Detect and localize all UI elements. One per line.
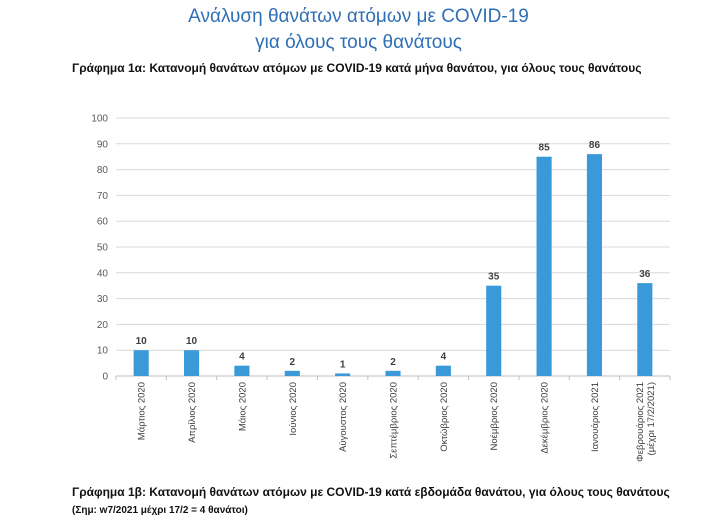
x-tick-label-line: Μάρτιος 2020 [137, 382, 148, 440]
page-title: Ανάλυση θανάτων ατόμων με COVID-19 για ό… [0, 4, 717, 56]
x-tick-label: Ιανουάριος 2021 [590, 382, 601, 452]
x-tick-label-line: Μάιος 2020 [237, 382, 248, 431]
y-tick-label: 10 [97, 346, 109, 357]
y-tick-label: 40 [97, 268, 109, 279]
x-tick-label: Σεπτέμβριος 2020 [389, 382, 400, 459]
data-label: 1 [340, 359, 346, 370]
x-tick-label: Δεκέμβριος 2020 [540, 382, 551, 454]
x-tick-label-line: Ιανουάριος 2021 [590, 382, 601, 452]
page-title-line-1: Ανάλυση θανάτων ατόμων με COVID-19 [188, 6, 529, 27]
data-label: 4 [441, 352, 447, 363]
y-tick-label: 50 [97, 243, 109, 254]
bar-chart: 0 10 20 30 40 50 60 70 80 90 100 10 Μάρτιος 2020 10 Απ… [91, 114, 671, 462]
x-tick-label: Ιούνιος 2020 [288, 382, 299, 436]
y-tick-label: 60 [97, 217, 109, 228]
y-tick-label: 90 [97, 139, 109, 150]
x-tick-label: Μάιος 2020 [237, 382, 248, 431]
data-label: 35 [488, 272, 500, 283]
x-tick-label-line: Σεπτέμβριος 2020 [389, 382, 400, 459]
data-label: 36 [639, 269, 651, 280]
x-tick-label: Απρίλιος 2020 [187, 382, 198, 443]
bar [385, 370, 401, 376]
data-label: 2 [289, 357, 295, 368]
x-tick-label-line: Φεβρουάριος 2021 [635, 382, 646, 462]
x-tick-label: Φεβρουάριος 2021(μέχρι 17/2/2021) [635, 382, 657, 462]
x-tick-label-line: Νοέμβριος 2020 [489, 382, 500, 450]
data-label: 4 [239, 352, 245, 363]
bar [234, 365, 250, 376]
bar [486, 285, 502, 376]
x-tick-label-line: Απρίλιος 2020 [187, 382, 198, 443]
data-label: 86 [589, 140, 601, 151]
y-tick-label: 0 [102, 372, 108, 383]
data-label: 10 [186, 336, 198, 347]
bar [637, 283, 653, 376]
x-tick-label: Οκτώβριος 2020 [439, 382, 450, 452]
page-title-line-2: για όλους τους θανάτους [255, 32, 462, 53]
x-tick-label: Μάρτιος 2020 [137, 382, 148, 440]
data-label: 2 [390, 357, 396, 368]
bar [183, 350, 200, 376]
y-tick-label: 100 [91, 114, 108, 125]
x-tick-label-line: Δεκέμβριος 2020 [540, 382, 551, 454]
y-tick-label: 30 [97, 294, 109, 305]
bar [435, 365, 451, 376]
chart-caption-1b-text: Γράφημα 1β: Κατανομή θανάτων ατόμων με C… [72, 485, 670, 499]
x-tick-label-line: Οκτώβριος 2020 [439, 382, 450, 452]
bar [536, 156, 552, 376]
x-tick-label: Νοέμβριος 2020 [489, 382, 500, 450]
bar [335, 373, 351, 376]
bar [284, 370, 300, 376]
bar [133, 350, 149, 376]
y-tick-label: 20 [97, 320, 109, 331]
x-tick-label-line: Αύγουστος 2020 [338, 382, 349, 452]
data-label: 10 [136, 336, 148, 347]
chart-caption-1a: Γράφημα 1α: Κατανομή θανάτων ατόμων με C… [72, 61, 642, 75]
chart-caption-1b-note: (Σημ: w7/2021 μέχρι 17/2 = 4 θανάτοι) [72, 505, 248, 516]
y-tick-label: 70 [97, 191, 109, 202]
data-label: 85 [539, 143, 551, 154]
x-tick-label-line: Ιούνιος 2020 [288, 382, 299, 436]
bar [586, 154, 603, 376]
x-tick-label: Αύγουστος 2020 [338, 382, 349, 452]
x-tick-label-line: (μέχρι 17/2/2021) [646, 382, 657, 455]
chart-caption-1b: Γράφημα 1β: Κατανομή θανάτων ατόμων με C… [72, 484, 672, 519]
y-tick-label: 80 [97, 165, 109, 176]
